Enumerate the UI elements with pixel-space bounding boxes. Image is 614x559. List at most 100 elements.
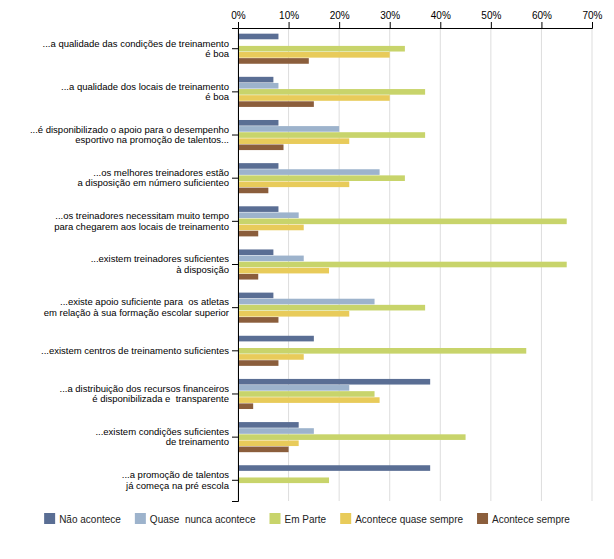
grid bbox=[238, 28, 592, 501]
bar bbox=[238, 52, 390, 58]
bar bbox=[238, 274, 258, 280]
tick-label: ...os treinadores necessitam muito tempo… bbox=[54, 210, 229, 231]
bar bbox=[238, 317, 278, 323]
tick-label: ...a qualidade das condições de treiname… bbox=[43, 38, 230, 59]
bar bbox=[238, 391, 375, 397]
bar bbox=[238, 422, 299, 428]
bar bbox=[238, 379, 430, 385]
bar bbox=[238, 428, 314, 434]
bar bbox=[238, 385, 349, 391]
x-tick: 50% bbox=[481, 10, 501, 28]
tick-label: ...existem centros de treinamento sufici… bbox=[41, 345, 229, 356]
legend-label: Em Parte bbox=[285, 514, 327, 525]
bar bbox=[238, 447, 289, 453]
x-tick: 60% bbox=[532, 10, 552, 28]
bar bbox=[238, 397, 380, 403]
bar-series bbox=[238, 46, 567, 483]
y-tick: ...existem centros de treinamento sufici… bbox=[41, 345, 238, 356]
x-tick: 40% bbox=[431, 10, 451, 28]
bar bbox=[238, 440, 299, 446]
tick-mark bbox=[232, 480, 238, 481]
bar bbox=[238, 354, 304, 360]
bar bbox=[238, 175, 405, 181]
bar bbox=[238, 477, 329, 483]
tick-mark bbox=[238, 22, 239, 28]
bar bbox=[238, 231, 258, 237]
tick-mark bbox=[232, 48, 238, 49]
bar bbox=[238, 212, 299, 218]
bar bbox=[238, 360, 278, 366]
y-tick: ...a promoção de talentosjá começa na pr… bbox=[122, 469, 238, 490]
bar bbox=[238, 126, 339, 132]
tick-mark bbox=[232, 437, 238, 438]
bar bbox=[238, 101, 314, 107]
tick-mark bbox=[232, 221, 238, 222]
bar bbox=[238, 120, 278, 126]
tick-mark bbox=[541, 22, 542, 28]
bars bbox=[238, 34, 567, 483]
x-tick: 30% bbox=[380, 10, 400, 28]
bar bbox=[238, 336, 314, 342]
tick-mark bbox=[232, 264, 238, 265]
bar bbox=[238, 83, 278, 89]
y-tick: ...os treinadores necessitam muito tempo… bbox=[54, 210, 238, 231]
legend-swatch bbox=[340, 513, 351, 524]
tick-label: 50% bbox=[481, 10, 501, 21]
grid-line bbox=[592, 28, 593, 501]
tick-label: ...existe apoio suficiente para os atlet… bbox=[44, 296, 230, 317]
bar bbox=[238, 299, 375, 305]
bar bbox=[238, 169, 380, 175]
bar bbox=[238, 256, 304, 262]
axis-line bbox=[232, 29, 239, 502]
bar bbox=[238, 348, 526, 354]
x-axis: 0%10%20%30%40%50%60%70% bbox=[231, 10, 602, 29]
bar bbox=[238, 58, 309, 64]
legend-label: Acontece quase sempre bbox=[355, 514, 463, 525]
legend-label: Não acontece bbox=[59, 514, 121, 525]
tick-label: 30% bbox=[380, 10, 400, 21]
bar bbox=[238, 132, 425, 138]
y-tick: ...a qualidade das condições de treiname… bbox=[43, 38, 238, 59]
legend: Não acontece Quase nunca acontece Em Parte… bbox=[44, 513, 570, 525]
bar bbox=[238, 305, 425, 311]
bar bbox=[238, 188, 268, 194]
tick-mark bbox=[339, 22, 340, 28]
y-tick: ...existe apoio suficiente para os atlet… bbox=[44, 296, 238, 317]
bar bbox=[238, 77, 273, 83]
y-axis: ...a qualidade das condições de treiname… bbox=[30, 29, 239, 502]
legend-item: Em Parte bbox=[270, 513, 327, 525]
y-tick: ...existem condições suficientesde trein… bbox=[95, 426, 238, 447]
tick-label: ...a promoção de talentosjá começa na pr… bbox=[122, 469, 230, 490]
bar-series bbox=[238, 58, 314, 452]
bar bbox=[238, 219, 567, 225]
x-tick: 0% bbox=[231, 10, 246, 28]
bar bbox=[238, 138, 349, 144]
axis-line bbox=[239, 22, 593, 29]
tick-label: 20% bbox=[330, 10, 350, 21]
bar bbox=[238, 268, 329, 274]
bar bbox=[238, 465, 430, 471]
legend-swatch bbox=[44, 513, 55, 524]
bar bbox=[238, 225, 304, 231]
tick-label: 60% bbox=[532, 10, 552, 21]
x-tick: 10% bbox=[279, 10, 299, 28]
tick-label: 0% bbox=[231, 10, 246, 21]
tick-label: ...existem condições suficientesde trein… bbox=[95, 426, 229, 447]
bar bbox=[238, 206, 278, 212]
bar-series bbox=[238, 34, 430, 471]
bar bbox=[238, 89, 425, 95]
y-tick: ...a distribuição dos recursos financeir… bbox=[60, 383, 239, 404]
bar bbox=[238, 434, 466, 440]
chart: 0%10%20%30%40%50%60%70%...a qualidade da… bbox=[0, 0, 614, 559]
tick-mark bbox=[232, 393, 238, 394]
tick-mark bbox=[440, 22, 441, 28]
y-tick: ...a qualidade dos locais de treinamento… bbox=[61, 81, 238, 102]
legend-label: Acontece sempre bbox=[492, 514, 570, 525]
legend-label: Quase nunca acontece bbox=[150, 514, 256, 525]
tick-mark bbox=[232, 350, 238, 351]
bar bbox=[238, 262, 567, 268]
bar bbox=[238, 144, 284, 150]
legend-swatch bbox=[270, 513, 281, 524]
legend-swatch bbox=[135, 513, 146, 524]
tick-label: ...é disponibilizado o apoio para o dese… bbox=[30, 124, 229, 145]
